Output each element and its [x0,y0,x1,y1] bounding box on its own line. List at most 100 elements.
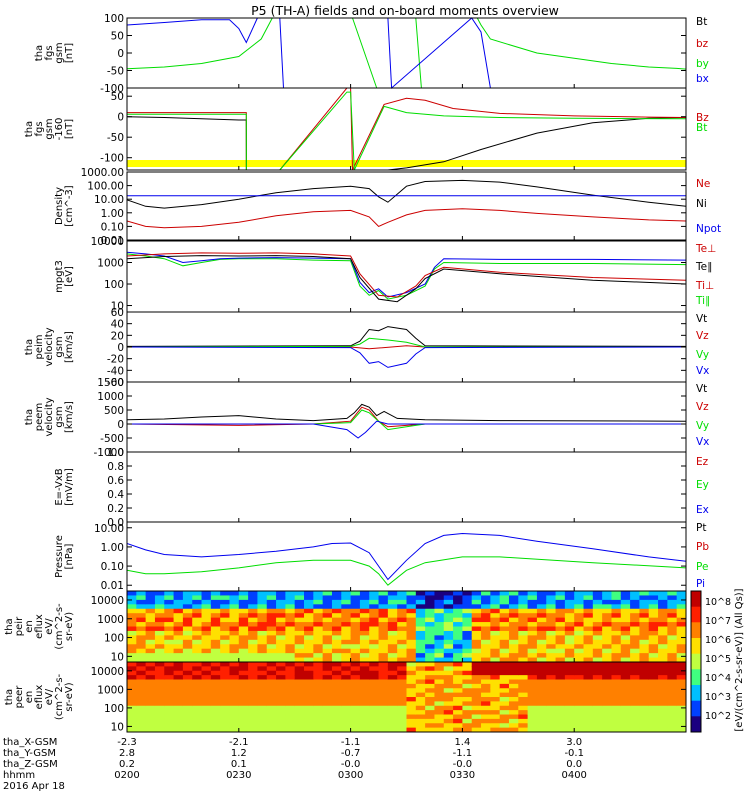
spectrogram-cell [369,705,380,711]
spectrogram-cell [313,626,324,632]
spectrogram-cell [639,692,650,698]
spectrogram-cell [145,701,156,707]
spectrogram-cell [257,727,268,733]
spectrogram-cell [229,723,240,729]
spectrogram-cell [602,648,612,654]
spectrogram-cell [341,595,352,601]
spectrogram-cell [359,604,370,610]
spectrogram-cell [276,653,286,659]
y-tick-label: 1000 [97,684,124,696]
spectrogram-cell [667,710,678,716]
spectrogram-cell [406,727,417,733]
spectrogram-cell [415,662,426,667]
spectrogram-cell [462,679,473,685]
y-tick-label: 0 [117,112,124,124]
spectrogram-cell [425,639,435,645]
spectrogram-cell [592,617,603,623]
spectrogram-cell [574,710,585,716]
spectrogram-cell [499,635,510,641]
spectrogram-cell [648,617,659,623]
series-Ni [126,179,687,209]
spectrogram-cell [406,617,417,623]
spectrogram-cell [359,591,370,596]
spectrogram-cell [397,595,407,601]
legend-Ti⊥: Ti⊥ [695,280,714,292]
spectrogram-cell [164,657,175,663]
spectrogram-cell [443,688,454,694]
spectrogram-cell [481,648,491,654]
spectrogram-cell [341,670,352,676]
spectrogram-cell [425,599,435,605]
spectrogram-cell [145,622,156,627]
spectrogram-cell [676,657,687,663]
spectrogram-cell [201,683,212,689]
spectrogram-cell [248,705,258,711]
spectrogram-cell [574,675,585,681]
spectrogram-cell [639,608,650,614]
spectrogram-cell [630,648,640,654]
y-axis-label: gsm [44,118,55,139]
legend-Ni: Ni [696,198,707,210]
spectrogram-cell [145,705,156,711]
legend-Vz: Vz [696,401,709,413]
spectrogram-cell [443,653,454,659]
spectrogram-cell [425,723,435,729]
spectrogram-cell [648,653,659,659]
spectrogram-cell [443,727,454,733]
legend-Vt: Vt [696,313,707,325]
spectrogram-cell [611,675,622,681]
spectrogram-cell [527,617,538,623]
time-axis-value: 0330 [450,770,475,781]
spectrogram-cell [322,710,333,716]
spectrogram-cell [369,604,380,610]
spectrogram-cell [257,591,268,596]
spectrogram-cell [583,630,594,636]
spectrogram-cell [415,622,426,627]
spectrogram-cell [620,648,631,654]
spectrogram-cell [276,635,286,641]
spectrogram-cell [378,626,389,632]
spectrogram-cell [611,604,622,610]
spectrogram-cell [285,675,296,681]
spectrogram-cell [546,653,557,659]
spectrogram-cell [592,723,603,729]
spectrogram-cell [164,604,175,610]
spectrogram-cell [527,701,538,707]
spectrogram-cell [546,617,557,623]
spectrogram-cell [564,662,575,667]
colorbar-tick-label: 10^2 [705,711,731,722]
spectrogram-cell [434,675,445,681]
spectrogram-cell [285,723,296,729]
spectrogram-cell [508,608,519,614]
spectrogram-cell [471,591,482,596]
spectrogram-cell [434,639,445,645]
spectrogram-cell [508,622,519,627]
spectrogram-cell [676,604,687,610]
spectrogram-cell [220,688,230,694]
spectrogram-cell [583,648,594,654]
spectrogram-cell [574,727,585,733]
spectrogram-cell [331,626,342,632]
spectrogram-cell [313,599,324,605]
spectrogram-cell [481,604,491,610]
y-tick-label: 1000 [97,614,124,626]
spectrogram-cell [266,648,277,654]
spectrogram-cell [592,622,603,627]
spectrogram-cell [192,692,203,698]
spectrogram-cell [676,683,687,689]
spectrogram-cell [229,714,240,720]
spectrogram-cell [341,666,352,672]
spectrogram-cell [192,644,203,650]
spectrogram-cell [676,727,687,733]
spectrogram-cell [658,617,668,623]
spectrogram-cell [630,595,640,601]
spectrogram-cell [154,613,165,619]
spectrogram-cell [154,714,165,720]
spectrogram-cell [508,657,519,663]
spectrogram-cell [304,626,314,632]
spectrogram-cell [499,662,510,667]
spectrogram-cell [443,710,454,716]
spectrogram-cell [658,714,668,720]
spectrogram-cell [490,670,501,676]
